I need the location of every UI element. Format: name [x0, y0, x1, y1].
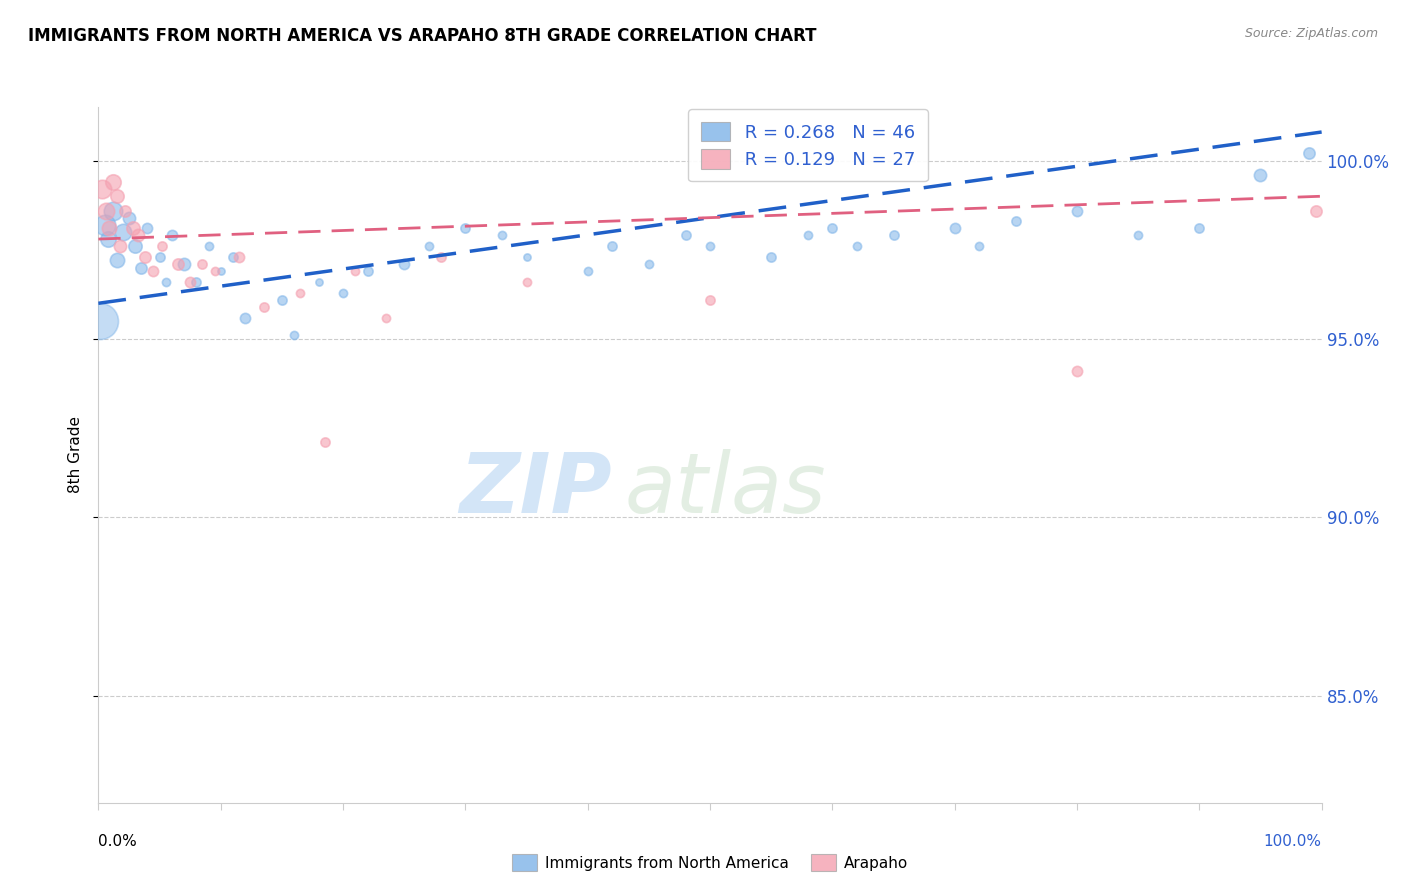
Point — [845, 239, 868, 253]
Legend: Immigrants from North America, Arapaho: Immigrants from North America, Arapaho — [505, 847, 915, 879]
Point — [675, 228, 697, 243]
Text: ZIP: ZIP — [460, 450, 612, 530]
Point — [430, 250, 453, 264]
Point — [1305, 203, 1327, 218]
Point — [600, 239, 623, 253]
Point — [222, 250, 245, 264]
Point — [883, 228, 905, 243]
Point — [121, 221, 143, 235]
Point — [101, 175, 124, 189]
Point — [167, 257, 190, 271]
Point — [516, 250, 538, 264]
Point — [821, 221, 844, 235]
Point — [1004, 214, 1026, 228]
Point — [111, 225, 134, 239]
Point — [186, 275, 208, 289]
Point — [118, 211, 141, 225]
Point — [179, 275, 201, 289]
Point — [114, 203, 136, 218]
Point — [290, 285, 312, 300]
Point — [967, 239, 990, 253]
Point — [314, 435, 336, 450]
Point — [356, 264, 378, 278]
Point — [94, 203, 117, 218]
Point — [332, 285, 354, 300]
Point — [91, 182, 114, 196]
Point — [150, 239, 173, 253]
Point — [252, 300, 274, 314]
Point — [160, 228, 183, 243]
Point — [270, 293, 294, 307]
Point — [1298, 146, 1320, 161]
Text: atlas: atlas — [624, 450, 827, 530]
Point — [638, 257, 661, 271]
Point — [1250, 168, 1272, 182]
Point — [344, 264, 367, 278]
Point — [105, 189, 128, 203]
Point — [943, 221, 966, 235]
Point — [173, 257, 195, 271]
Point — [136, 221, 159, 235]
Point — [392, 257, 416, 271]
Point — [418, 239, 440, 253]
Point — [699, 293, 721, 307]
Point — [155, 275, 177, 289]
Point — [191, 257, 214, 271]
Text: Source: ZipAtlas.com: Source: ZipAtlas.com — [1244, 27, 1378, 40]
Point — [233, 310, 256, 325]
Point — [1066, 364, 1088, 378]
Point — [699, 239, 721, 253]
Point — [110, 239, 132, 253]
Point — [93, 218, 115, 232]
Text: 100.0%: 100.0% — [1264, 834, 1322, 849]
Point — [105, 253, 128, 268]
Point — [209, 264, 232, 278]
Text: 0.0%: 0.0% — [98, 834, 138, 849]
Point — [97, 232, 120, 246]
Point — [576, 264, 599, 278]
Point — [204, 264, 226, 278]
Point — [101, 203, 124, 218]
Point — [308, 275, 330, 289]
Point — [1066, 203, 1088, 218]
Point — [228, 250, 250, 264]
Point — [134, 250, 156, 264]
Point — [142, 264, 165, 278]
Point — [1188, 221, 1211, 235]
Point — [124, 239, 146, 253]
Point — [491, 228, 513, 243]
Point — [127, 228, 149, 243]
Point — [283, 328, 305, 343]
Point — [761, 250, 783, 264]
Point — [797, 228, 820, 243]
Point — [98, 221, 121, 235]
Point — [129, 260, 152, 275]
Point — [149, 250, 172, 264]
Y-axis label: 8th Grade: 8th Grade — [67, 417, 83, 493]
Point — [374, 310, 396, 325]
Point — [197, 239, 219, 253]
Point — [1128, 228, 1150, 243]
Point — [89, 314, 111, 328]
Text: IMMIGRANTS FROM NORTH AMERICA VS ARAPAHO 8TH GRADE CORRELATION CHART: IMMIGRANTS FROM NORTH AMERICA VS ARAPAHO… — [28, 27, 817, 45]
Point — [454, 221, 477, 235]
Point — [516, 275, 538, 289]
